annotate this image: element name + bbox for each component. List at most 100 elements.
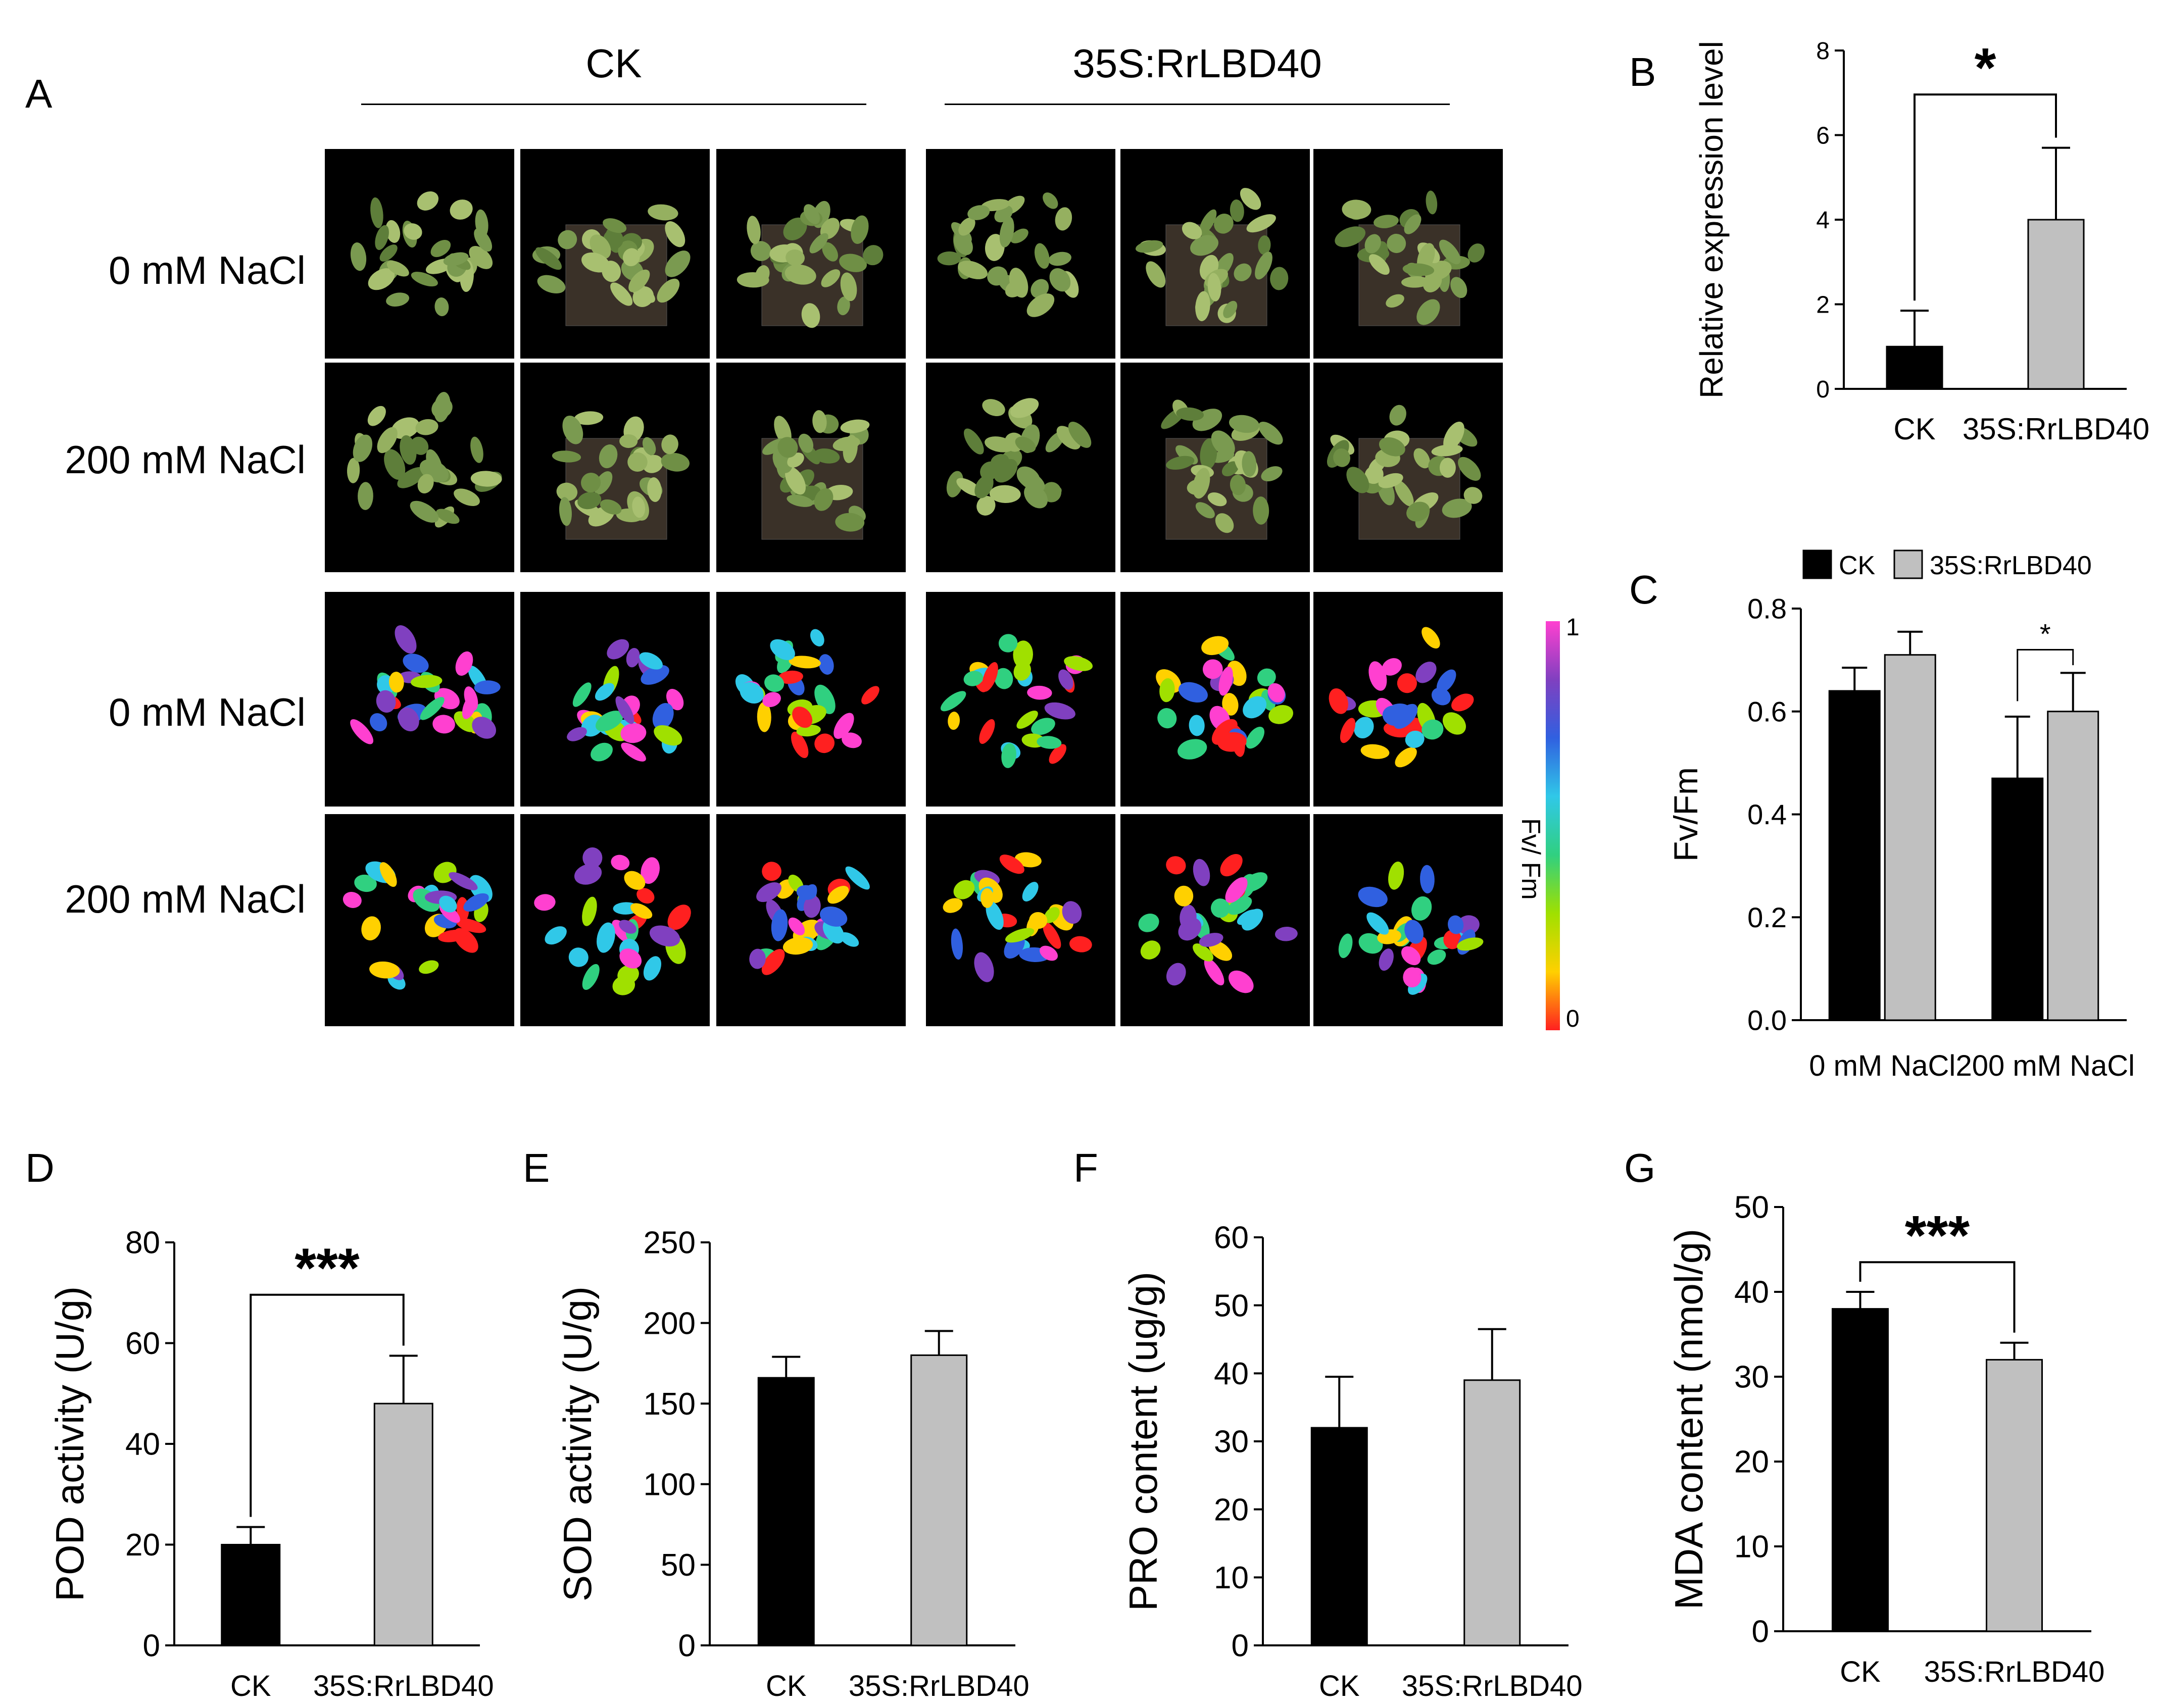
plant-image-r4-c6 bbox=[1313, 814, 1503, 1026]
panel-c-letter: C bbox=[1629, 567, 1658, 612]
bar-b-0 bbox=[1886, 345, 1943, 390]
y-tick-label-e: 200 bbox=[644, 1306, 696, 1341]
bar-c-1-1 bbox=[2047, 711, 2099, 1021]
group-line-35s bbox=[945, 104, 1450, 105]
x-tick-label-c-0: 0 mM NaCl bbox=[1809, 1049, 1955, 1082]
bar-g-0 bbox=[1832, 1308, 1889, 1632]
y-tick-label-d: 80 bbox=[125, 1226, 160, 1261]
y-axis-label-d: POD activity (U/g) bbox=[47, 1286, 92, 1601]
plant-image-r4-c3 bbox=[716, 814, 906, 1026]
y-axis-label-c: Fv/Fm bbox=[1667, 767, 1704, 862]
panel-a-letter: A bbox=[25, 71, 53, 116]
y-tick-label-e: 50 bbox=[661, 1548, 696, 1583]
y-axis-label-f: PRO content (ug/g) bbox=[1121, 1272, 1165, 1611]
legend-label-c-1: 35S:RrLBD40 bbox=[1930, 551, 2092, 580]
y-tick-label-f: 60 bbox=[1214, 1221, 1249, 1255]
sig-bracket-c-0 bbox=[2017, 649, 2074, 701]
plant-image-r3-c2 bbox=[520, 592, 710, 807]
y-tick-label-f: 20 bbox=[1214, 1492, 1249, 1527]
y-axis-label-e: SOD activity (U/g) bbox=[555, 1286, 600, 1601]
y-tick-label-f: 10 bbox=[1214, 1561, 1249, 1595]
group-title-35s: 35S:RrLBD40 bbox=[1072, 41, 1322, 86]
y-axis-label-g: MDA content (nmol/g) bbox=[1666, 1229, 1711, 1610]
plant-image-r2-c5 bbox=[1120, 363, 1310, 572]
sig-label-d-0: *** bbox=[295, 1237, 360, 1299]
y-tick-label-f: 30 bbox=[1214, 1425, 1249, 1460]
colorbar-min-label: 0 bbox=[1566, 1006, 1580, 1032]
panel-e-letter: E bbox=[523, 1145, 550, 1190]
x-tick-label-f-1: 35S:RrLBD40 bbox=[1402, 1670, 1583, 1702]
y-tick-label-g: 40 bbox=[1734, 1275, 1769, 1310]
plant-image-r1-c2 bbox=[520, 149, 710, 359]
x-tick-label-f-0: CK bbox=[1319, 1670, 1360, 1702]
plant-image-r1-c5 bbox=[1120, 149, 1310, 359]
plant-image-r2-c2 bbox=[520, 363, 710, 572]
panel-d-letter: D bbox=[25, 1145, 55, 1190]
y-tick-label-b: 6 bbox=[1816, 122, 1830, 149]
bar-c-0-1 bbox=[1884, 654, 1936, 1021]
fvfm-colorbar bbox=[1546, 621, 1560, 1030]
bar-f-1 bbox=[1463, 1379, 1521, 1646]
chart-f: F 0 10 20 30 40 50 60 PRO content (ug/g) CK 35S:Rr… bbox=[1073, 1145, 1583, 1702]
y-tick-label-d: 60 bbox=[125, 1326, 160, 1361]
bar-b-1 bbox=[2027, 219, 2085, 390]
x-tick-label-c-1: 200 mM NaCl bbox=[1955, 1049, 2135, 1082]
y-tick-label-g: 50 bbox=[1734, 1190, 1769, 1225]
group-title-ck: CK bbox=[585, 41, 642, 86]
sig-label-c-0: * bbox=[2040, 618, 2051, 650]
plant-image-r2-c3 bbox=[716, 363, 906, 572]
x-tick-label-b-1: 35S:RrLBD40 bbox=[1963, 412, 2149, 446]
legend-swatch-c-1 bbox=[1893, 549, 1923, 579]
chart-c: C 0.0 0.2 0.4 0.6 0.8 Fv/Fm CK 35S:RrLBD40 0 mM N… bbox=[1629, 549, 2135, 1082]
y-tick-label-d: 40 bbox=[125, 1427, 160, 1462]
legend-label-c-0: CK bbox=[1839, 551, 1876, 580]
bar-g-1 bbox=[1986, 1359, 2043, 1632]
y-tick-label-f: 50 bbox=[1214, 1288, 1249, 1323]
x-tick-label-g-1: 35S:RrLBD40 bbox=[1924, 1655, 2105, 1688]
x-tick-label-g-0: CK bbox=[1840, 1655, 1881, 1688]
chart-b: B 0 2 4 6 8 Relative expression level CK 35S:RrL… bbox=[1629, 37, 2149, 446]
x-tick-label-d-1: 35S:RrLBD40 bbox=[313, 1670, 494, 1702]
plant-image-r4-c4 bbox=[926, 814, 1115, 1026]
plant-image-r3-c4 bbox=[926, 592, 1115, 807]
y-tick-label-b: 0 bbox=[1816, 376, 1830, 403]
y-tick-label-c: 0.6 bbox=[1747, 695, 1787, 727]
plant-image-r1-c1 bbox=[325, 149, 514, 359]
row-label-2: 200 mM NaCl bbox=[65, 437, 306, 482]
y-tick-label-b: 4 bbox=[1816, 207, 1830, 234]
sig-label-g-0: *** bbox=[1905, 1204, 1970, 1267]
bar-c-1-0 bbox=[1991, 777, 2044, 1021]
plant-image-r2-c6 bbox=[1313, 363, 1503, 572]
y-tick-label-c: 0.0 bbox=[1747, 1004, 1787, 1036]
panel-f-letter: F bbox=[1073, 1145, 1098, 1190]
y-tick-label-b: 8 bbox=[1816, 38, 1830, 65]
plant-image-r2-c1 bbox=[325, 363, 514, 572]
y-tick-label-f: 40 bbox=[1214, 1357, 1249, 1391]
y-tick-label-g: 10 bbox=[1734, 1530, 1769, 1565]
plant-image-r3-c5 bbox=[1120, 592, 1310, 807]
colorbar-max-label: 1 bbox=[1566, 614, 1580, 641]
bar-c-0-0 bbox=[1828, 690, 1881, 1021]
plant-image-r3-c6 bbox=[1313, 592, 1503, 807]
chart-g: G 0 10 20 30 40 50 MDA content (nmol/g) CK 35S:Rr… bbox=[1624, 1145, 2104, 1688]
plant-image-r1-c6 bbox=[1313, 149, 1503, 359]
row-label-3: 0 mM NaCl bbox=[108, 690, 306, 734]
chart-e: E 0 50 100 150 200 250 SOD activity (U/g) CK 35S:… bbox=[523, 1145, 1030, 1702]
sig-bracket-g-0 bbox=[1859, 1261, 2016, 1333]
plant-image-r1-c4 bbox=[926, 149, 1115, 359]
sig-bracket-d-0 bbox=[250, 1293, 405, 1517]
bar-d-0 bbox=[221, 1544, 281, 1646]
legend-swatch-c-0 bbox=[1802, 549, 1832, 579]
y-tick-label-g: 0 bbox=[1752, 1615, 1769, 1649]
y-tick-label-e: 250 bbox=[644, 1226, 696, 1261]
plant-image-r4-c1 bbox=[325, 814, 514, 1026]
x-tick-label-b-0: CK bbox=[1893, 412, 1935, 446]
y-axis-label-b: Relative expression level bbox=[1693, 41, 1730, 398]
panel-b-letter: B bbox=[1629, 49, 1656, 94]
plant-image-r4-c5 bbox=[1120, 814, 1310, 1026]
sig-bracket-b-0 bbox=[1914, 93, 2057, 301]
y-tick-label-d: 0 bbox=[143, 1629, 160, 1664]
bar-d-1 bbox=[373, 1402, 433, 1646]
y-tick-label-f: 0 bbox=[1232, 1629, 1249, 1664]
